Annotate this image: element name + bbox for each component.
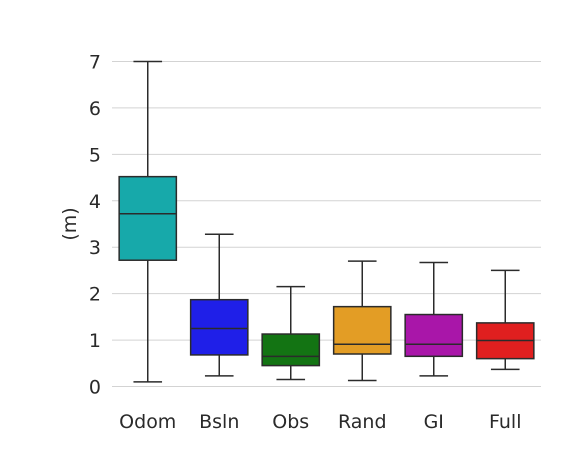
y-tick-label-2: 2 — [89, 284, 101, 306]
box-bsln — [189, 233, 249, 377]
y-tick-label-0: 0 — [89, 377, 101, 399]
x-tick-label-rand: Rand — [338, 411, 387, 433]
box-odom — [118, 60, 178, 383]
y-tick-label-1: 1 — [89, 330, 101, 352]
box-rand — [332, 260, 392, 382]
box-iqr — [332, 305, 392, 355]
y-tick-label-6: 6 — [89, 98, 101, 120]
y-tick-label-7: 7 — [89, 52, 101, 74]
box-iqr — [118, 175, 178, 261]
x-tick-label-obs: Obs — [272, 411, 309, 433]
gridlines — [112, 61, 541, 387]
x-tick-label-bsln: Bsln — [199, 411, 239, 433]
box-gi — [404, 261, 464, 377]
y-tick-label-5: 5 — [89, 144, 101, 166]
y-axis-label: (m) — [59, 207, 81, 240]
x-tick-label-full: Full — [489, 411, 522, 433]
boxes — [118, 60, 535, 383]
box-full — [475, 269, 535, 371]
y-tick-label-4: 4 — [89, 191, 101, 213]
y-tick-label-3: 3 — [89, 237, 101, 259]
x-tick-label-gi: GI — [424, 411, 444, 433]
x-tick-label-odom: Odom — [119, 411, 176, 433]
box-iqr — [404, 313, 464, 358]
box-iqr — [189, 298, 249, 356]
y-tick-labels: 0 1 2 3 4 5 6 7 — [89, 52, 101, 399]
box-iqr — [261, 333, 321, 367]
x-tick-labels: Odom Bsln Obs Rand GI Full — [119, 411, 521, 433]
box-obs — [261, 285, 321, 381]
